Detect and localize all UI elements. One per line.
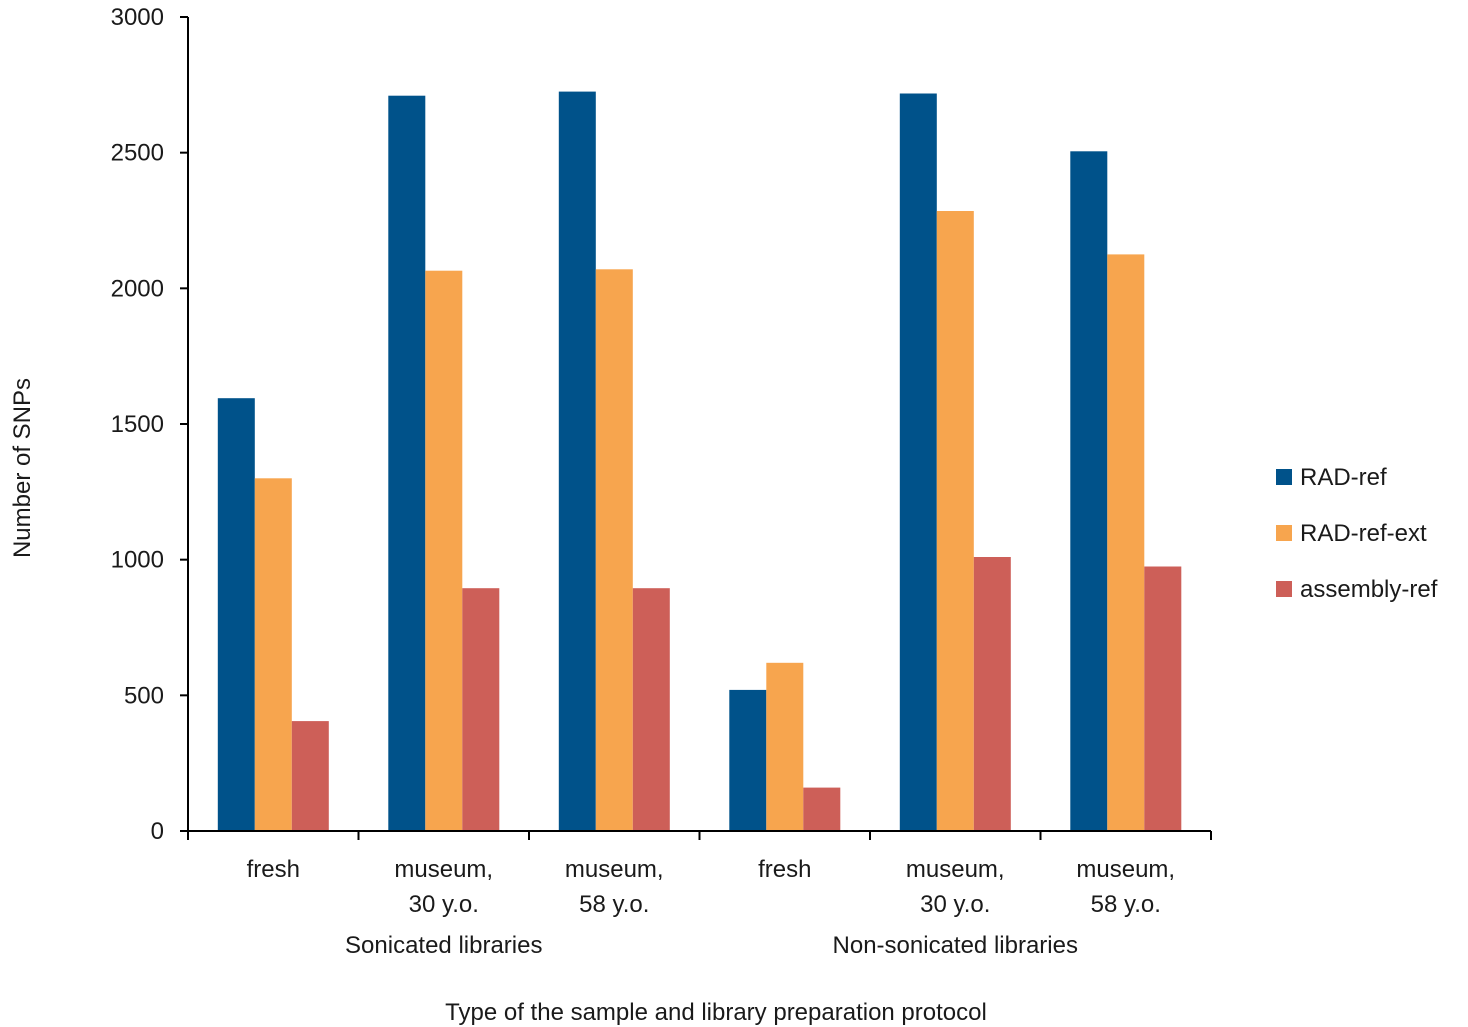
y-ticks: 0 500 1000 1500 2000 2500 3000 bbox=[111, 4, 188, 845]
bar-assembly-ref-5 bbox=[1144, 566, 1182, 831]
bar-rad-ref-ext-4 bbox=[936, 211, 974, 831]
legend-label: assembly-ref bbox=[1300, 576, 1438, 603]
bar-assembly-ref-4 bbox=[973, 557, 1011, 831]
group-labels: Sonicated libraries Non-sonicated librari… bbox=[345, 932, 1078, 959]
y-tick-label: 1000 bbox=[111, 547, 164, 574]
bar-rad-ref-ext-0 bbox=[254, 478, 292, 831]
bar-rad-ref-5 bbox=[1070, 151, 1108, 832]
legend-swatch bbox=[1276, 525, 1292, 541]
y-tick-label: 500 bbox=[124, 682, 164, 709]
group-label: Non-sonicated libraries bbox=[833, 932, 1078, 959]
bar-assembly-ref-1 bbox=[462, 588, 500, 831]
category-label-line2: 58 y.o. bbox=[579, 891, 649, 918]
bar-rad-ref-4 bbox=[899, 93, 937, 831]
category-label: museum, bbox=[1076, 856, 1175, 883]
category-label-line2: 58 y.o. bbox=[1091, 891, 1161, 918]
category-label: museum, bbox=[906, 856, 1005, 883]
legend-label: RAD-ref bbox=[1300, 464, 1387, 491]
category-label: museum, bbox=[565, 856, 664, 883]
x-axis-title: Type of the sample and library preparati… bbox=[445, 999, 987, 1026]
bar-rad-ref-2 bbox=[558, 91, 596, 832]
category-labels: fresh museum, 30 y.o. museum, 58 y.o. fresh mu… bbox=[247, 856, 1176, 918]
axes-layer bbox=[187, 17, 1211, 832]
group-label: Sonicated libraries bbox=[345, 932, 542, 959]
bar-rad-ref-0 bbox=[217, 398, 255, 831]
bar-assembly-ref-0 bbox=[291, 721, 329, 831]
bar-rad-ref-ext-2 bbox=[595, 269, 633, 831]
bar-rad-ref-ext-1 bbox=[425, 270, 463, 831]
bar-assembly-ref-3 bbox=[803, 787, 841, 831]
y-axis-title: Number of SNPs bbox=[9, 378, 36, 558]
y-tick-label: 0 bbox=[151, 818, 164, 845]
bar-assembly-ref-2 bbox=[632, 588, 670, 831]
bars-layer bbox=[217, 91, 1182, 832]
y-tick-label: 2500 bbox=[111, 140, 164, 167]
bar-rad-ref-3 bbox=[729, 689, 767, 831]
bar-rad-ref-1 bbox=[388, 95, 426, 831]
bar-rad-ref-ext-5 bbox=[1107, 254, 1145, 831]
legend: RAD-ref RAD-ref-ext assembly-ref bbox=[1276, 464, 1438, 603]
legend-swatch bbox=[1276, 581, 1292, 597]
y-tick-label: 3000 bbox=[111, 4, 164, 31]
category-label: fresh bbox=[247, 856, 300, 883]
category-label-line2: 30 y.o. bbox=[920, 891, 990, 918]
legend-label: RAD-ref-ext bbox=[1300, 520, 1427, 547]
y-tick-label: 2000 bbox=[111, 275, 164, 302]
category-label-line2: 30 y.o. bbox=[409, 891, 479, 918]
x-ticks bbox=[187, 831, 1212, 840]
category-label: fresh bbox=[758, 856, 811, 883]
y-tick-label: 1500 bbox=[111, 411, 164, 438]
bar-rad-ref-ext-3 bbox=[766, 662, 804, 831]
category-label: museum, bbox=[394, 856, 493, 883]
legend-swatch bbox=[1276, 469, 1292, 485]
